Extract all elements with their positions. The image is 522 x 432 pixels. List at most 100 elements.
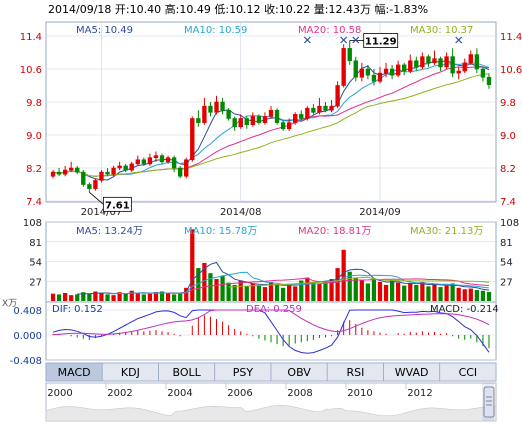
volume-ytick-left: 54: [29, 258, 42, 269]
candle-body: [335, 85, 340, 107]
candle: [111, 165, 116, 177]
candle: [474, 48, 480, 74]
candle: [341, 44, 346, 88]
candle: [202, 97, 207, 125]
candle-body: [456, 70, 461, 74]
candle-body: [480, 68, 486, 78]
candle-body: [486, 76, 492, 85]
candle-body: [141, 159, 147, 165]
tab-button[interactable]: [439, 362, 497, 382]
navigator-handle-body[interactable]: [483, 386, 495, 418]
timeline-navigator[interactable]: 2000 2002 2004 2006 2008 2010 2012: [45, 382, 497, 422]
candle-body: [395, 64, 401, 76]
volume-bar: [311, 282, 316, 301]
candle: [383, 62, 389, 78]
candle: [250, 112, 256, 127]
candle: [456, 66, 461, 80]
tab-wvad[interactable]: WVAD: [383, 362, 441, 382]
volume-bar: [389, 280, 395, 301]
volume-ytick-right: 81: [500, 238, 513, 249]
tab-boll[interactable]: BOLL: [158, 362, 216, 382]
tab-rsi[interactable]: RSI: [326, 362, 384, 382]
volume-legend-ma5: MA5: 13.24万: [76, 226, 143, 237]
candle: [50, 170, 56, 179]
volume-bar: [87, 293, 92, 301]
candle-body: [256, 116, 262, 123]
candle-body: [353, 60, 358, 78]
volume-bar: [153, 292, 159, 301]
tab-psy[interactable]: PSY: [214, 362, 272, 382]
header-quote-4-value: 12.43万: [329, 3, 372, 16]
candle: [323, 102, 328, 113]
min-price-box: [102, 196, 132, 212]
volume-bar: [323, 281, 328, 301]
price-xtick: 2014/07: [81, 207, 123, 218]
candle: [414, 56, 419, 72]
header-quote-1: 高:: [165, 2, 180, 16]
volume-legend-ma10: MA10: 15.78万: [184, 226, 257, 237]
candle: [244, 116, 249, 129]
candle: [329, 99, 334, 113]
candle: [286, 118, 292, 131]
volume-ytick-right: 27: [500, 277, 513, 288]
volume-bar: [486, 291, 492, 301]
volume-bar: [238, 280, 243, 301]
volume-bar: [111, 295, 116, 301]
navigator-handle[interactable]: [483, 386, 495, 418]
volume-panel: MA5: 13.24万 MA10: 15.78万 MA20: 18.81万 MA30:…: [2, 218, 519, 309]
header-quote-4: 量:: [314, 3, 329, 16]
price-ytick-right: 10.6: [500, 65, 522, 76]
candle: [214, 95, 219, 115]
volume-ma20-line: [168, 277, 490, 294]
volume-bar: [141, 294, 146, 301]
volume-legend-ma20: MA20: 18.81万: [298, 226, 371, 237]
header-quote-2: 低:: [214, 3, 229, 16]
candle-body: [389, 68, 395, 76]
candle: [305, 106, 310, 121]
header-quote-1-value: 10.49: [179, 3, 211, 16]
tab-macd[interactable]: MACD: [45, 362, 103, 382]
candle-body: [178, 167, 183, 177]
candle-body: [274, 109, 280, 123]
macd-legend-2: MACD: -0.214: [430, 304, 499, 315]
volume-bar: [250, 283, 255, 301]
volume-bar: [444, 285, 449, 301]
candle-body: [196, 118, 201, 123]
candle-body: [341, 48, 346, 86]
navigator-year-label: 2004: [167, 388, 192, 399]
candle-body: [280, 122, 286, 130]
volume-bar: [214, 279, 219, 301]
volume-ytick-right: 54: [500, 258, 513, 269]
candle-body: [299, 114, 304, 119]
event-marker-icon: [352, 36, 360, 44]
candle-body: [371, 74, 377, 82]
candle-body: [153, 155, 159, 158]
candle-body: [129, 163, 134, 171]
tab-kdj[interactable]: KDJ: [101, 362, 159, 382]
candle: [56, 168, 62, 177]
volume-bar: [165, 292, 171, 301]
price-xtick: 2014/08: [220, 207, 262, 218]
candle-body: [323, 105, 328, 111]
event-marker-icon: [455, 36, 463, 44]
volume-bar: [396, 282, 401, 301]
candle: [402, 62, 407, 76]
volume-bar: [293, 286, 298, 301]
price-legend-ma20: MA20: 10.58: [298, 25, 361, 36]
navigator-year-label: 2002: [107, 388, 132, 399]
tab-obv[interactable]: OBV: [270, 362, 328, 382]
candle-body: [105, 171, 110, 175]
candle-body: [93, 180, 98, 189]
volume-ytick-left: 27: [29, 277, 42, 288]
candle-body: [317, 105, 322, 113]
price-ma30-line: [52, 73, 490, 177]
candle: [280, 120, 286, 131]
tab-cci[interactable]: CCI: [439, 362, 497, 382]
candle-body: [383, 68, 389, 74]
candle-body: [293, 114, 298, 123]
volume-bar: [347, 271, 352, 301]
volume-bar: [93, 291, 98, 301]
header-quote-0: 开:: [115, 3, 130, 16]
candle: [171, 155, 177, 173]
